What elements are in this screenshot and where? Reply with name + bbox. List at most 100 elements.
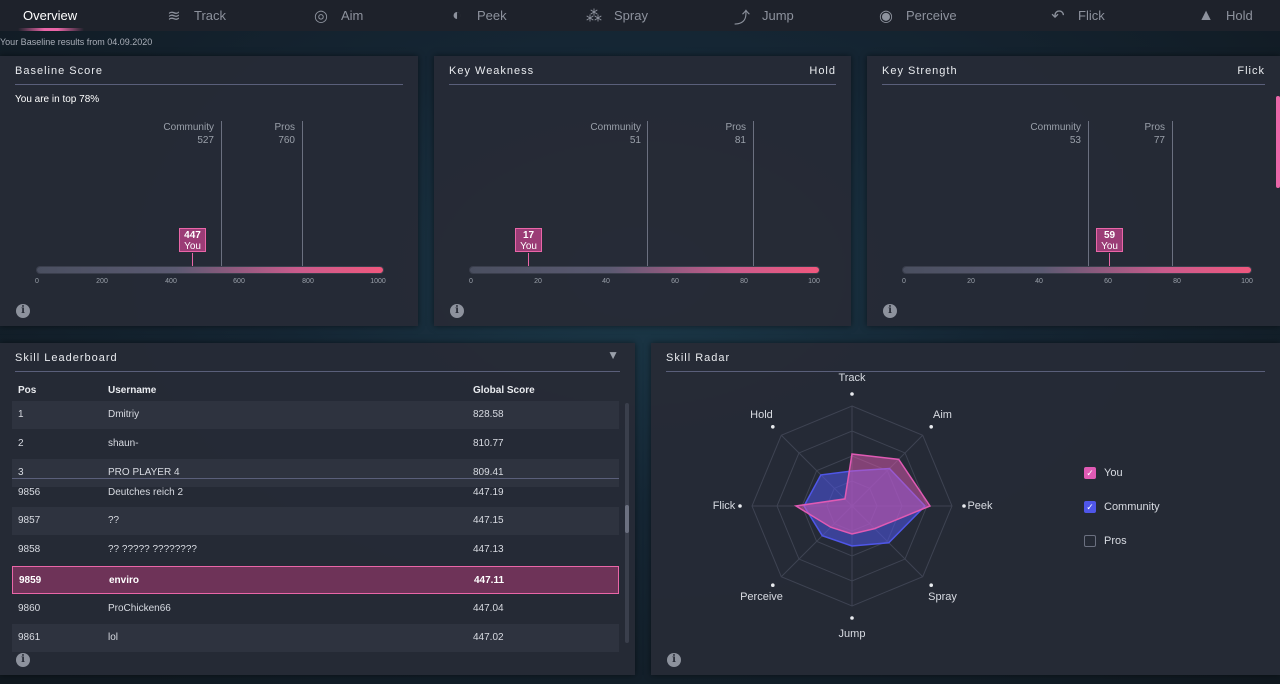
info-icon[interactable]: i [667, 653, 681, 667]
legend-community-label: Community [1104, 501, 1160, 513]
cell-username: PRO PLAYER 4 [108, 467, 180, 478]
radar-axis-dot [738, 504, 742, 508]
tab-hold[interactable]: ▲ Hold [1194, 0, 1253, 31]
table-row[interactable]: 2 shaun- 810.77 [12, 430, 619, 458]
cell-pos: 3 [18, 467, 24, 478]
community-ref-label: Community 53 [1030, 122, 1081, 146]
tab-aim[interactable]: ◎ Aim [309, 0, 363, 31]
leaderboard-column-header: Pos Username Global Score [12, 378, 619, 404]
hold-icon: ▲ [1198, 6, 1214, 24]
legend-you-label: You [1104, 467, 1123, 479]
column-global-score[interactable]: Global Score [473, 385, 535, 396]
radar-axis-dot [850, 392, 854, 396]
table-row[interactable]: 9856 Deutches reich 2 447.19 [12, 478, 619, 506]
key-strength-panel: Key Strength Flick Community 53 Pros 77 59… [867, 56, 1280, 326]
cell-score: 447.15 [473, 515, 504, 526]
community-ref-line [1088, 121, 1089, 269]
legend-pros[interactable]: Pros [1084, 535, 1127, 547]
tick-label: 100 [1241, 278, 1253, 285]
cell-score: 447.04 [473, 603, 504, 614]
score-track [903, 267, 1251, 273]
table-row[interactable]: 9861 lol 447.02 [12, 624, 619, 652]
cell-pos: 2 [18, 438, 24, 449]
key-weakness-title: Key Weakness [449, 65, 535, 77]
cell-username: lol [108, 632, 119, 643]
info-icon[interactable]: i [883, 304, 897, 318]
info-icon[interactable]: i [450, 304, 464, 318]
tab-track[interactable]: ≋ Track [162, 0, 226, 31]
leaderboard-scroll-thumb[interactable] [625, 505, 629, 533]
cell-pos: 9858 [18, 544, 41, 555]
table-row[interactable]: 3 PRO PLAYER 4 809.41 [12, 459, 619, 487]
leaderboard-header: Skill Leaderboard ▼ [15, 348, 620, 372]
table-row[interactable]: 9858 ?? ????? ???????? 447.13 [12, 536, 619, 564]
radar-axis-dot [850, 616, 854, 620]
tick-label: 60 [1104, 278, 1112, 285]
baseline-score-header: Baseline Score [15, 65, 403, 85]
you-badge: 59 You [1096, 228, 1123, 252]
tick-label: 100 [808, 278, 820, 285]
tick-label: 800 [302, 278, 314, 285]
cell-pos: 9861 [18, 632, 41, 643]
you-marker [192, 253, 193, 268]
peek-icon: ◐ [452, 6, 462, 24]
checkbox-checked-icon[interactable]: ✓ [1084, 467, 1096, 479]
tab-spray[interactable]: ⁂ Spray [582, 0, 648, 31]
community-ref-label: Community 51 [590, 122, 641, 146]
you-badge: 447 You [179, 228, 206, 252]
column-pos[interactable]: Pos [18, 385, 37, 396]
radar-header: Skill Radar [666, 352, 1265, 372]
pros-ref-line [302, 121, 303, 269]
track-icon: ≋ [167, 7, 181, 25]
pros-ref-label: Pros 81 [725, 122, 746, 146]
key-weakness-header: Key Weakness Hold [449, 65, 836, 85]
cell-username: ProChicken66 [108, 603, 171, 614]
tab-hold-label: Hold [1226, 8, 1253, 23]
cell-score: 447.13 [473, 544, 504, 555]
radar-axis-label: Flick [712, 500, 736, 512]
tab-flick[interactable]: ↶ Flick [1046, 0, 1104, 31]
skill-leaderboard-panel: Skill Leaderboard ▼ Pos Username Global … [0, 343, 635, 675]
checkbox-checked-icon[interactable]: ✓ [1084, 501, 1096, 513]
legend-you[interactable]: ✓ You [1084, 467, 1123, 479]
spray-icon: ⁂ [586, 7, 602, 25]
tick-label: 20 [967, 278, 975, 285]
baseline-score-panel: Baseline Score You are in top 78% Commun… [0, 56, 418, 326]
tick-label: 40 [1035, 278, 1043, 285]
leaderboard-title: Skill Leaderboard [15, 352, 118, 364]
score-track [37, 267, 383, 273]
filter-icon[interactable]: ▼ [607, 348, 620, 362]
legend-community[interactable]: ✓ Community [1084, 501, 1160, 513]
info-icon[interactable]: i [16, 304, 30, 318]
radar-axis-dot [929, 583, 933, 587]
table-row[interactable]: 9857?? 447.15 [12, 507, 619, 535]
leaderboard-row-current-user[interactable]: 9859 enviro 447.11 [12, 566, 619, 594]
tick-label: 1000 [370, 278, 386, 285]
tick-label: 80 [1173, 278, 1181, 285]
radar-axis-label: Jump [838, 628, 866, 640]
checkbox-unchecked-icon[interactable] [1084, 535, 1096, 547]
tab-overview[interactable]: Overview [23, 0, 77, 31]
perceive-icon: ◉ [879, 7, 893, 25]
tick-label: 600 [233, 278, 245, 285]
cell-username: ?? [108, 515, 120, 526]
radar-axis-label: Peek [967, 500, 993, 512]
cell-username: shaun- [108, 438, 139, 449]
tab-jump-label: Jump [762, 8, 794, 23]
tab-peek[interactable]: ◐ Peek [445, 0, 506, 31]
tab-jump[interactable]: ⤴ Jump [730, 0, 794, 31]
cell-username: Deutches reich 2 [108, 487, 184, 498]
table-row[interactable]: 1 Dmitriy 828.58 [12, 401, 619, 429]
tick-label: 400 [165, 278, 177, 285]
radar-axis-dot [929, 425, 933, 429]
you-marker [1109, 253, 1110, 268]
table-row[interactable]: 9860 ProChicken66 447.04 [12, 595, 619, 623]
tab-perceive[interactable]: ◉ Perceive [874, 0, 957, 31]
key-strength-skill: Flick [1237, 65, 1265, 77]
info-icon[interactable]: i [16, 653, 30, 667]
key-weakness-skill: Hold [809, 65, 836, 77]
cell-username: Dmitriy [108, 409, 140, 420]
page-scroll-indicator[interactable] [1276, 96, 1280, 188]
column-username[interactable]: Username [108, 385, 157, 396]
tick-label: 0 [469, 278, 473, 285]
